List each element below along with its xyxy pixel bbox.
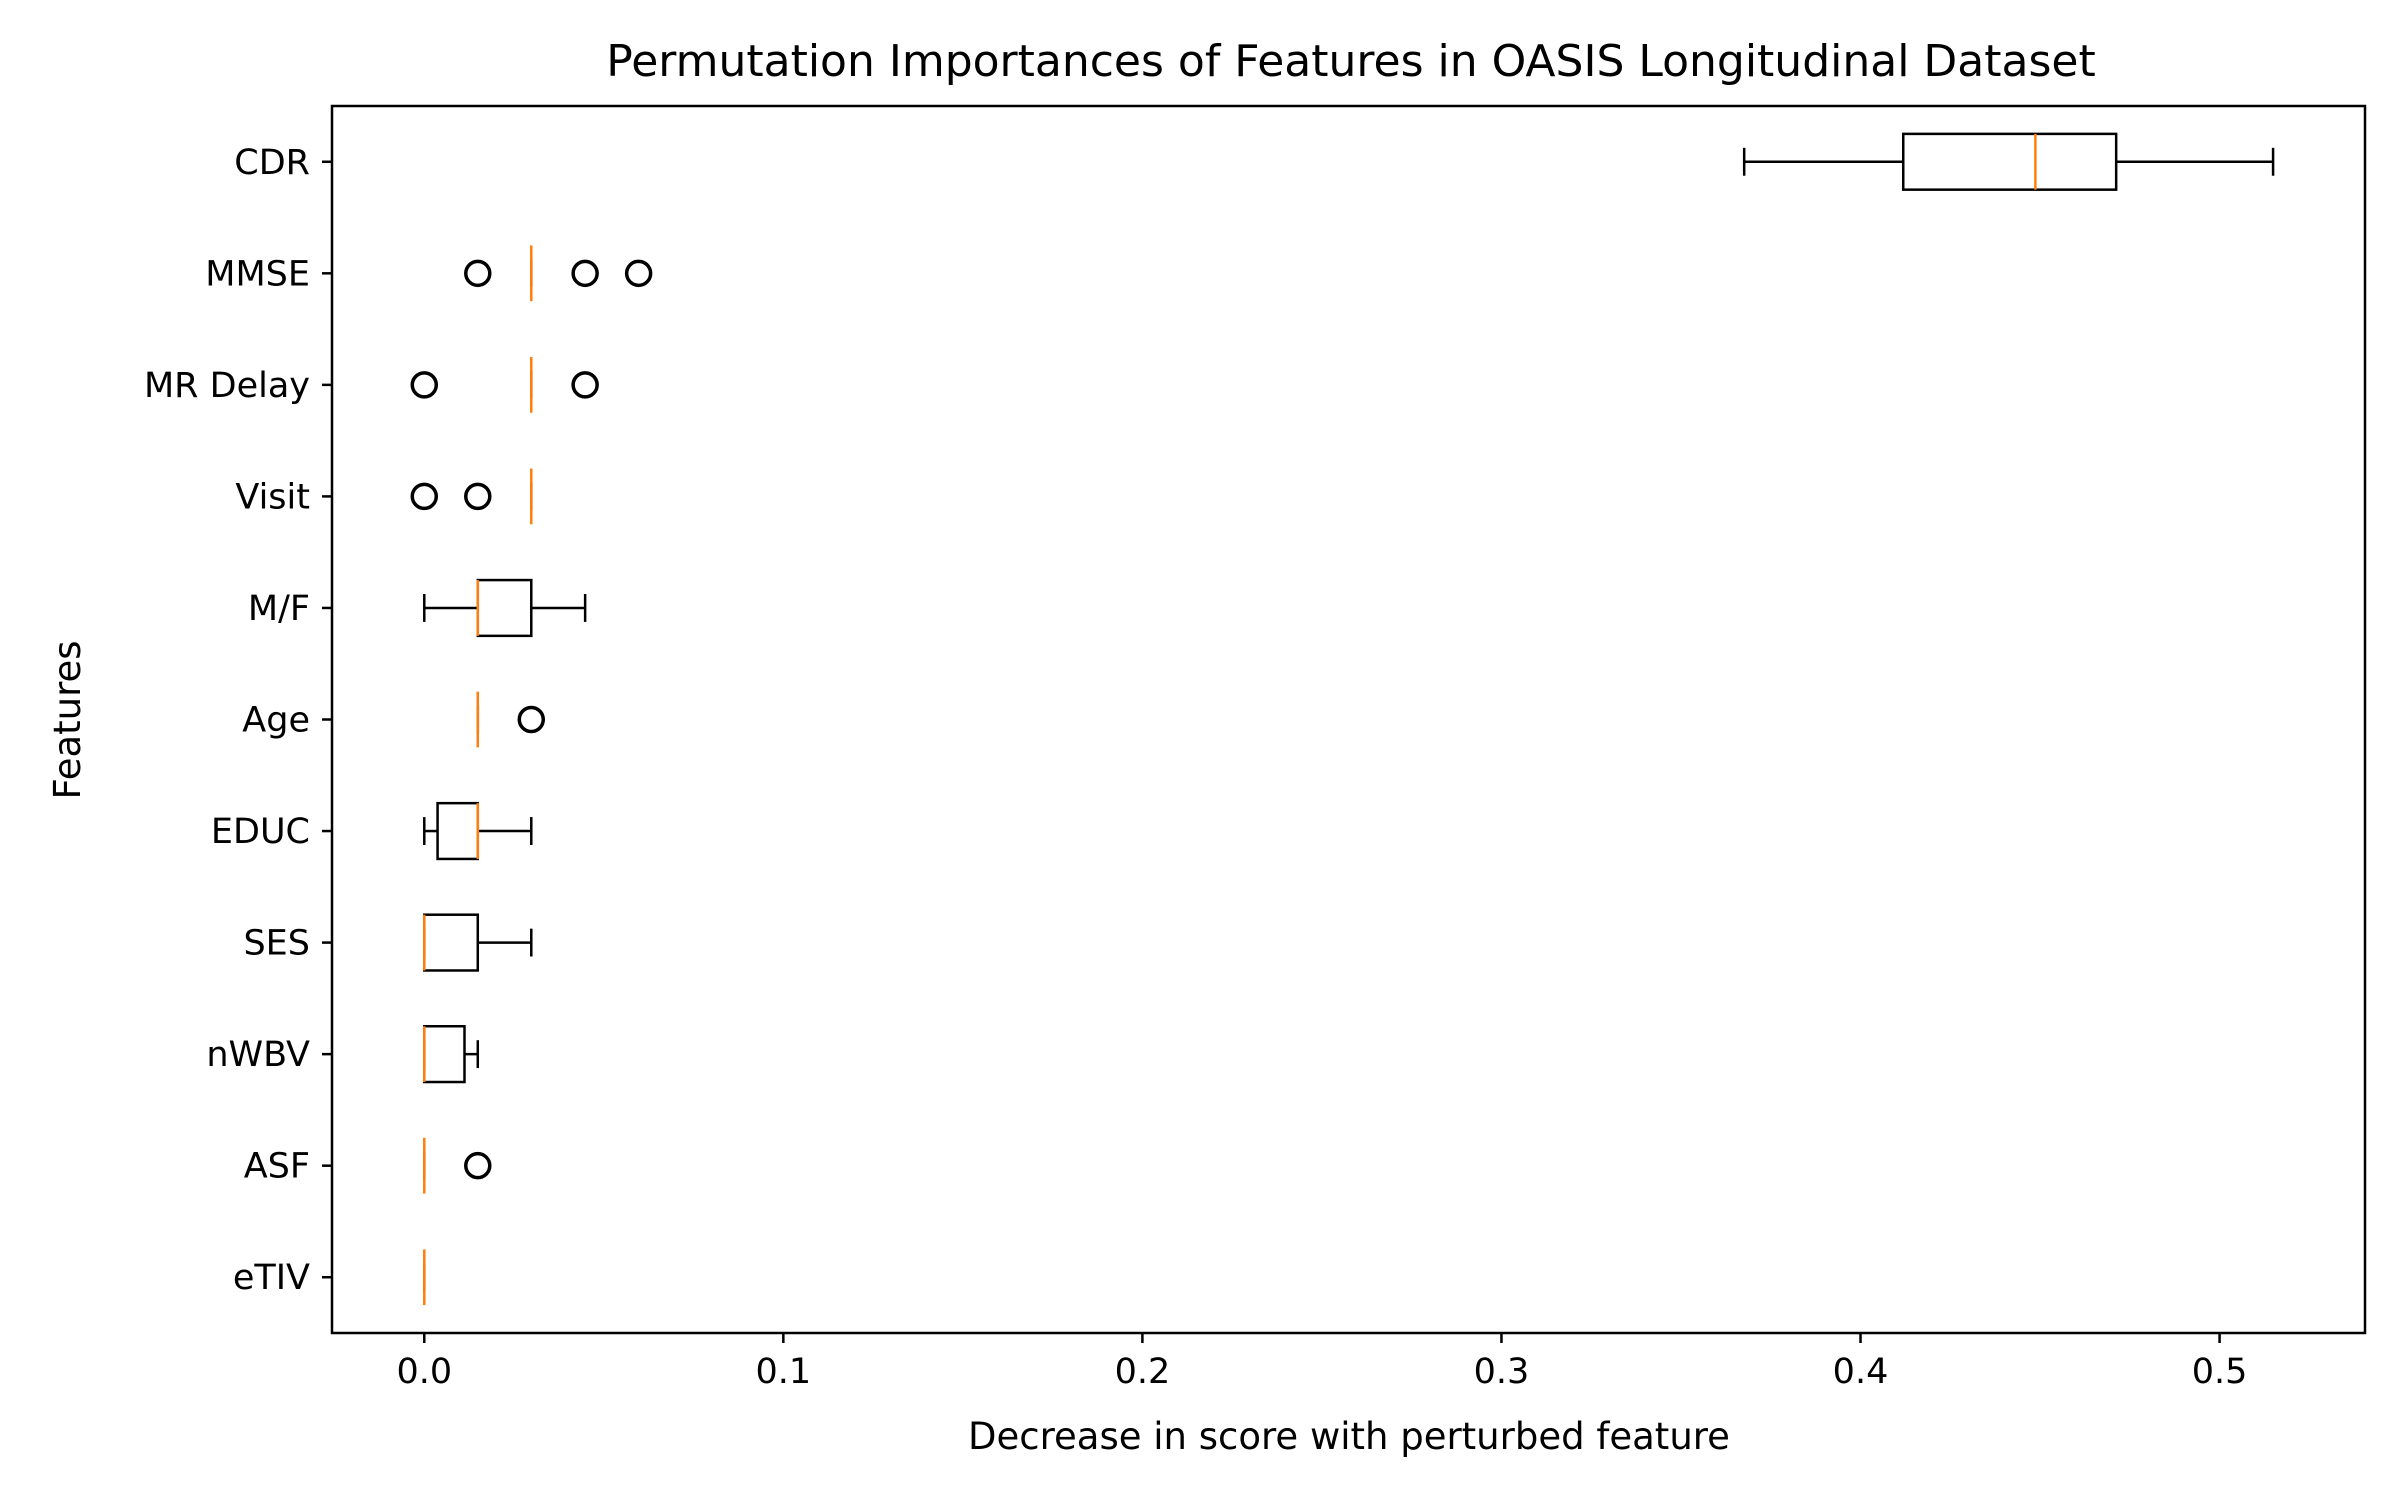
x-tick-label: 0.3 — [1474, 1352, 1530, 1392]
y-tick-label-mr-delay: MR Delay — [144, 366, 310, 406]
y-axis: eTIV ASF nWBV SES EDUC Age M/F Visit MR Delay MMS… — [144, 143, 332, 1298]
x-tick-label: 0.1 — [756, 1352, 812, 1392]
x-axis-label: Decrease in score with perturbed feature — [968, 1415, 1730, 1458]
box-rect-nwbv — [423, 1025, 466, 1084]
box-ses — [423, 913, 533, 972]
y-tick-label-etiv: eTIV — [233, 1258, 310, 1298]
box-rect-educ — [436, 801, 480, 861]
box-asf — [423, 1137, 492, 1194]
flier-age — [517, 705, 546, 734]
y-tick-label-mmse: MMSE — [205, 254, 310, 294]
x-tick-label: 0.4 — [1833, 1352, 1889, 1392]
box-rect-m-f — [476, 578, 533, 638]
flier-mmse — [464, 259, 492, 288]
y-tick-label-cdr: CDR — [234, 143, 310, 183]
box-rect-ses — [423, 913, 480, 972]
y-tick-label-nwbv: nWBV — [206, 1035, 310, 1075]
x-tick-label: 0.5 — [2192, 1352, 2248, 1392]
y-tick-label-m-f: M/F — [248, 589, 310, 629]
y-tick-label-asf: ASF — [244, 1147, 310, 1187]
flier-visit — [464, 482, 492, 511]
box-nwbv — [423, 1025, 480, 1084]
chart-title: Permutation Importances of Features in O… — [606, 36, 2095, 87]
x-tick-label: 0.2 — [1115, 1352, 1171, 1392]
y-tick-label-educ: EDUC — [211, 812, 310, 852]
box-educ — [423, 801, 533, 861]
y-tick-label-ses: SES — [243, 924, 310, 964]
plot-frame — [330, 104, 2367, 1335]
box-visit — [410, 468, 533, 525]
box-cdr — [1742, 132, 2275, 191]
box-rect-cdr — [1901, 132, 2118, 191]
flier-mmse — [624, 259, 653, 288]
flier-visit — [410, 482, 439, 511]
plot-area — [410, 132, 2275, 1306]
box-mmse — [464, 245, 653, 302]
flier-mmse — [571, 259, 599, 288]
y-tick-label-age: Age — [242, 701, 310, 741]
box-age — [476, 691, 546, 748]
y-tick-label-visit: Visit — [235, 477, 310, 517]
box-mr-delay — [410, 356, 599, 413]
flier-mr-delay — [571, 371, 599, 399]
box-m-f — [423, 578, 587, 638]
x-tick-label: 0.0 — [396, 1352, 452, 1392]
flier-asf — [464, 1151, 492, 1180]
flier-mr-delay — [410, 371, 439, 399]
x-axis: 0.0 0.1 0.2 0.3 0.4 0.5 — [396, 1333, 2247, 1392]
y-axis-label: Features — [46, 640, 89, 799]
